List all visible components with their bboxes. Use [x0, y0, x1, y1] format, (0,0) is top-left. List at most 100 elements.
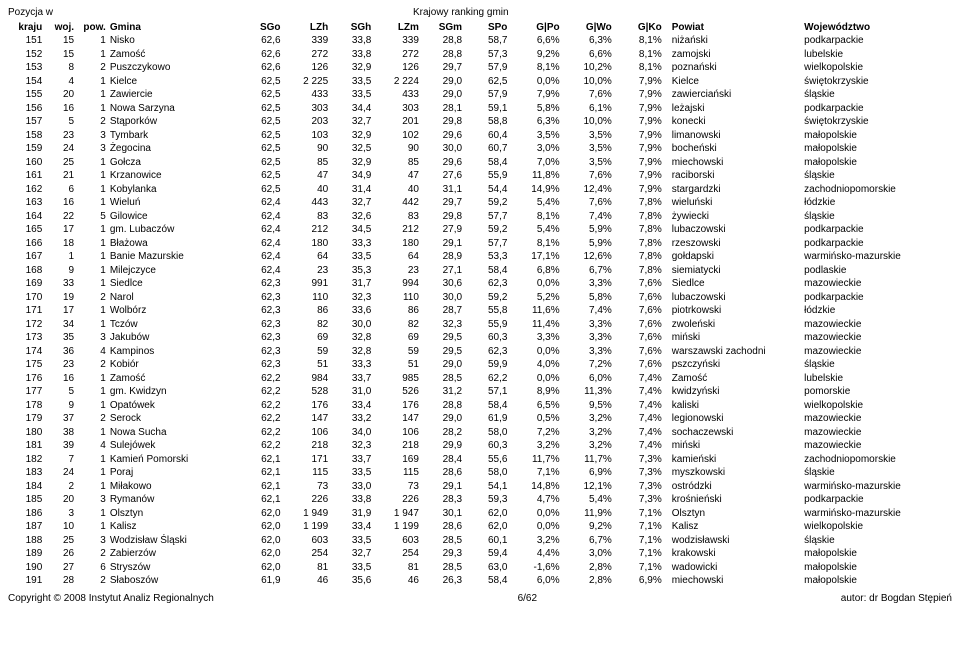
cell-gko: 7,4% [614, 439, 664, 453]
cell-kraj: 155 [8, 88, 44, 102]
cell-sgo: 62,4 [237, 250, 282, 264]
cell-pow: 1 [76, 520, 108, 534]
cell-lzh: 115 [283, 466, 331, 480]
cell-gko: 8,1% [614, 48, 664, 62]
cell-gwo: 12,6% [562, 250, 614, 264]
cell-spo: 55,8 [464, 304, 509, 318]
cell-lzh: 1 199 [283, 520, 331, 534]
cell-powiat: Olsztyn [664, 507, 802, 521]
cell-pow: 1 [76, 156, 108, 170]
cell-spo: 57,3 [464, 48, 509, 62]
cell-lzh: 82 [283, 318, 331, 332]
cell-gpo: 0,0% [509, 372, 561, 386]
cell-pow: 1 [76, 196, 108, 210]
cell-lzh: 443 [283, 196, 331, 210]
cell-lzm: 442 [373, 196, 421, 210]
cell-kraj: 178 [8, 399, 44, 413]
cell-sgo: 62,0 [237, 520, 282, 534]
cell-gwo: 7,6% [562, 169, 614, 183]
cell-gwo: 5,9% [562, 223, 614, 237]
col-gmina: Gmina [108, 21, 237, 35]
cell-gmina: Kampinos [108, 345, 237, 359]
cell-woje: warmińsko-mazurskie [802, 480, 952, 494]
col-lzm: LZm [373, 21, 421, 35]
cell-gpo: 0,0% [509, 75, 561, 89]
cell-powiat: Zamość [664, 372, 802, 386]
cell-sgm: 29,0 [421, 75, 464, 89]
cell-gpo: 17,1% [509, 250, 561, 264]
cell-woj: 24 [44, 142, 76, 156]
table-row: 174364Kampinos62,35932,85929,562,30,0%3,… [8, 345, 952, 359]
cell-powiat: kamieński [664, 453, 802, 467]
cell-sgm: 29,9 [421, 439, 464, 453]
cell-powiat: lubaczowski [664, 291, 802, 305]
table-row: 171171Wolbórz62,38633,68628,755,811,6%7,… [8, 304, 952, 318]
cell-woj: 5 [44, 385, 76, 399]
cell-gmina: Kobiór [108, 358, 237, 372]
cell-pow: 1 [76, 480, 108, 494]
cell-sgm: 28,5 [421, 561, 464, 575]
cell-woje: śląskie [802, 534, 952, 548]
cell-gpo: 3,5% [509, 129, 561, 143]
cell-gwo: 7,2% [562, 358, 614, 372]
cell-woje: mazowieckie [802, 439, 952, 453]
cell-woj: 16 [44, 196, 76, 210]
cell-spo: 60,1 [464, 534, 509, 548]
cell-powiat: Kalisz [664, 520, 802, 534]
cell-kraj: 166 [8, 237, 44, 251]
cell-woj: 8 [44, 61, 76, 75]
cell-gmina: Słaboszów [108, 574, 237, 588]
cell-sgm: 30,0 [421, 291, 464, 305]
cell-gmina: Gołcza [108, 156, 237, 170]
table-row: 166181Błażowa62,418033,318029,157,78,1%5… [8, 237, 952, 251]
cell-gko: 7,8% [614, 196, 664, 210]
footer: Copyright © 2008 Instytut Analiz Regiona… [8, 592, 952, 606]
cell-kraj: 189 [8, 547, 44, 561]
cell-gwo: 12,4% [562, 183, 614, 197]
cell-gwo: 7,4% [562, 210, 614, 224]
table-row: 161211Krzanowice62,54734,94727,655,911,8… [8, 169, 952, 183]
cell-gpo: 0,5% [509, 412, 561, 426]
cell-sgh: 31,9 [330, 507, 373, 521]
cell-gpo: 7,1% [509, 466, 561, 480]
cell-sgo: 62,1 [237, 493, 282, 507]
cell-lzh: 218 [283, 439, 331, 453]
cell-woje: śląskie [802, 358, 952, 372]
cell-spo: 59,2 [464, 196, 509, 210]
cell-gmina: Zawiercie [108, 88, 237, 102]
table-row: 187101Kalisz62,01 19933,41 19928,662,00,… [8, 520, 952, 534]
cell-lzh: 86 [283, 304, 331, 318]
cell-sgm: 29,0 [421, 88, 464, 102]
cell-sgm: 28,8 [421, 48, 464, 62]
cell-sgh: 33,3 [330, 358, 373, 372]
cell-gwo: 9,2% [562, 520, 614, 534]
cell-woj: 23 [44, 129, 76, 143]
cell-gwo: 11,9% [562, 507, 614, 521]
table-row: 17891Opatówek62,217633,417628,858,46,5%9… [8, 399, 952, 413]
cell-spo: 59,9 [464, 358, 509, 372]
cell-sgo: 62,5 [237, 102, 282, 116]
cell-sgm: 28,8 [421, 399, 464, 413]
table-row: 189262Zabierzów62,025432,725429,359,44,4… [8, 547, 952, 561]
cell-gmina: Nisko [108, 34, 237, 48]
cell-lzh: 46 [283, 574, 331, 588]
cell-gpo: 4,4% [509, 547, 561, 561]
cell-pow: 1 [76, 34, 108, 48]
cell-lzh: 147 [283, 412, 331, 426]
cell-lzm: 212 [373, 223, 421, 237]
cell-sgo: 62,5 [237, 169, 282, 183]
cell-lzh: 2 225 [283, 75, 331, 89]
cell-lzh: 51 [283, 358, 331, 372]
cell-kraj: 174 [8, 345, 44, 359]
cell-sgo: 62,3 [237, 331, 282, 345]
cell-lzh: 73 [283, 480, 331, 494]
cell-kraj: 156 [8, 102, 44, 116]
cell-woj: 3 [44, 507, 76, 521]
table-body: 151151Nisko62,633933,833928,858,76,6%6,3… [8, 34, 952, 588]
cell-gwo: 11,3% [562, 385, 614, 399]
cell-pow: 2 [76, 358, 108, 372]
cell-sgh: 32,9 [330, 129, 373, 143]
cell-lzm: 46 [373, 574, 421, 588]
cell-powiat: rzeszowski [664, 237, 802, 251]
cell-sgo: 62,5 [237, 115, 282, 129]
